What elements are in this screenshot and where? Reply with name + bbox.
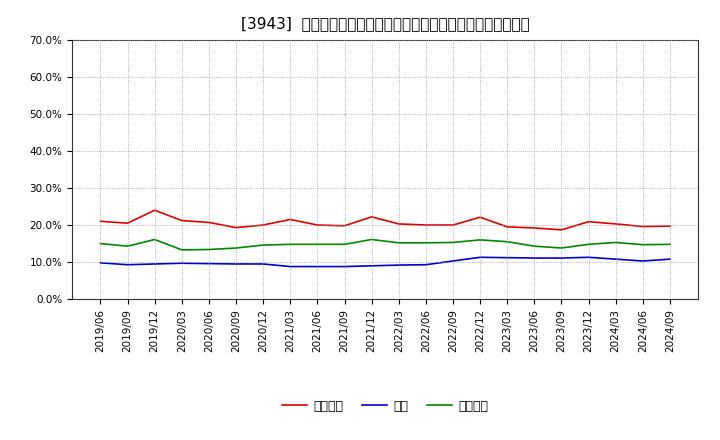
売上債権 bbox=[259, 222, 268, 227]
在庫 bbox=[503, 255, 511, 260]
在庫 bbox=[150, 261, 159, 267]
売上債権 bbox=[123, 220, 132, 226]
Line: 売上債権: 売上債権 bbox=[101, 210, 670, 230]
在庫 bbox=[123, 262, 132, 268]
在庫 bbox=[557, 255, 566, 260]
買入債務 bbox=[204, 247, 213, 252]
買入債務 bbox=[341, 242, 349, 247]
Title: [3943]  売上債権、在庫、買入債務の総資産に対する比率の推移: [3943] 売上債権、在庫、買入債務の総資産に対する比率の推移 bbox=[240, 16, 530, 32]
買入債務 bbox=[449, 240, 457, 245]
売上債権 bbox=[150, 208, 159, 213]
買入債務 bbox=[367, 237, 376, 242]
買入債務 bbox=[259, 242, 268, 248]
売上債権 bbox=[557, 227, 566, 232]
売上債権 bbox=[503, 224, 511, 230]
Legend: 売上債権, 在庫, 買入債務: 売上債権, 在庫, 買入債務 bbox=[277, 395, 493, 418]
買入債務 bbox=[178, 247, 186, 253]
買入債務 bbox=[611, 240, 620, 245]
売上債権 bbox=[341, 223, 349, 228]
売上債権 bbox=[530, 225, 539, 231]
在庫 bbox=[530, 255, 539, 260]
在庫 bbox=[204, 261, 213, 266]
Line: 買入債務: 買入債務 bbox=[101, 239, 670, 250]
在庫 bbox=[584, 255, 593, 260]
買入債務 bbox=[639, 242, 647, 247]
在庫 bbox=[259, 261, 268, 267]
売上債権 bbox=[367, 214, 376, 220]
売上債権 bbox=[313, 222, 322, 227]
買入債務 bbox=[421, 240, 430, 246]
売上債権 bbox=[178, 218, 186, 223]
売上債権 bbox=[449, 222, 457, 227]
売上債権 bbox=[286, 217, 294, 222]
在庫 bbox=[313, 264, 322, 269]
在庫 bbox=[449, 258, 457, 264]
買入債務 bbox=[476, 237, 485, 242]
買入債務 bbox=[96, 241, 105, 246]
売上債権 bbox=[421, 222, 430, 227]
売上債権 bbox=[232, 225, 240, 230]
買入債務 bbox=[503, 239, 511, 244]
買入債務 bbox=[584, 242, 593, 247]
在庫 bbox=[178, 260, 186, 266]
買入債務 bbox=[395, 240, 403, 246]
売上債権 bbox=[611, 221, 620, 227]
在庫 bbox=[96, 260, 105, 265]
在庫 bbox=[421, 262, 430, 268]
売上債権 bbox=[665, 224, 674, 229]
在庫 bbox=[611, 257, 620, 262]
買入債務 bbox=[232, 246, 240, 251]
在庫 bbox=[476, 255, 485, 260]
売上債権 bbox=[96, 219, 105, 224]
売上債権 bbox=[204, 220, 213, 225]
売上債権 bbox=[476, 215, 485, 220]
在庫 bbox=[665, 257, 674, 262]
買入債務 bbox=[665, 242, 674, 247]
買入債務 bbox=[123, 243, 132, 249]
売上債権 bbox=[584, 219, 593, 224]
売上債権 bbox=[395, 221, 403, 227]
買入債務 bbox=[150, 237, 159, 242]
買入債務 bbox=[313, 242, 322, 247]
在庫 bbox=[286, 264, 294, 269]
在庫 bbox=[639, 258, 647, 264]
買入債務 bbox=[557, 246, 566, 251]
在庫 bbox=[395, 262, 403, 268]
買入債務 bbox=[286, 242, 294, 247]
在庫 bbox=[232, 261, 240, 267]
在庫 bbox=[367, 263, 376, 268]
買入債務 bbox=[530, 243, 539, 249]
在庫 bbox=[341, 264, 349, 269]
Line: 在庫: 在庫 bbox=[101, 257, 670, 267]
売上債権 bbox=[639, 224, 647, 229]
